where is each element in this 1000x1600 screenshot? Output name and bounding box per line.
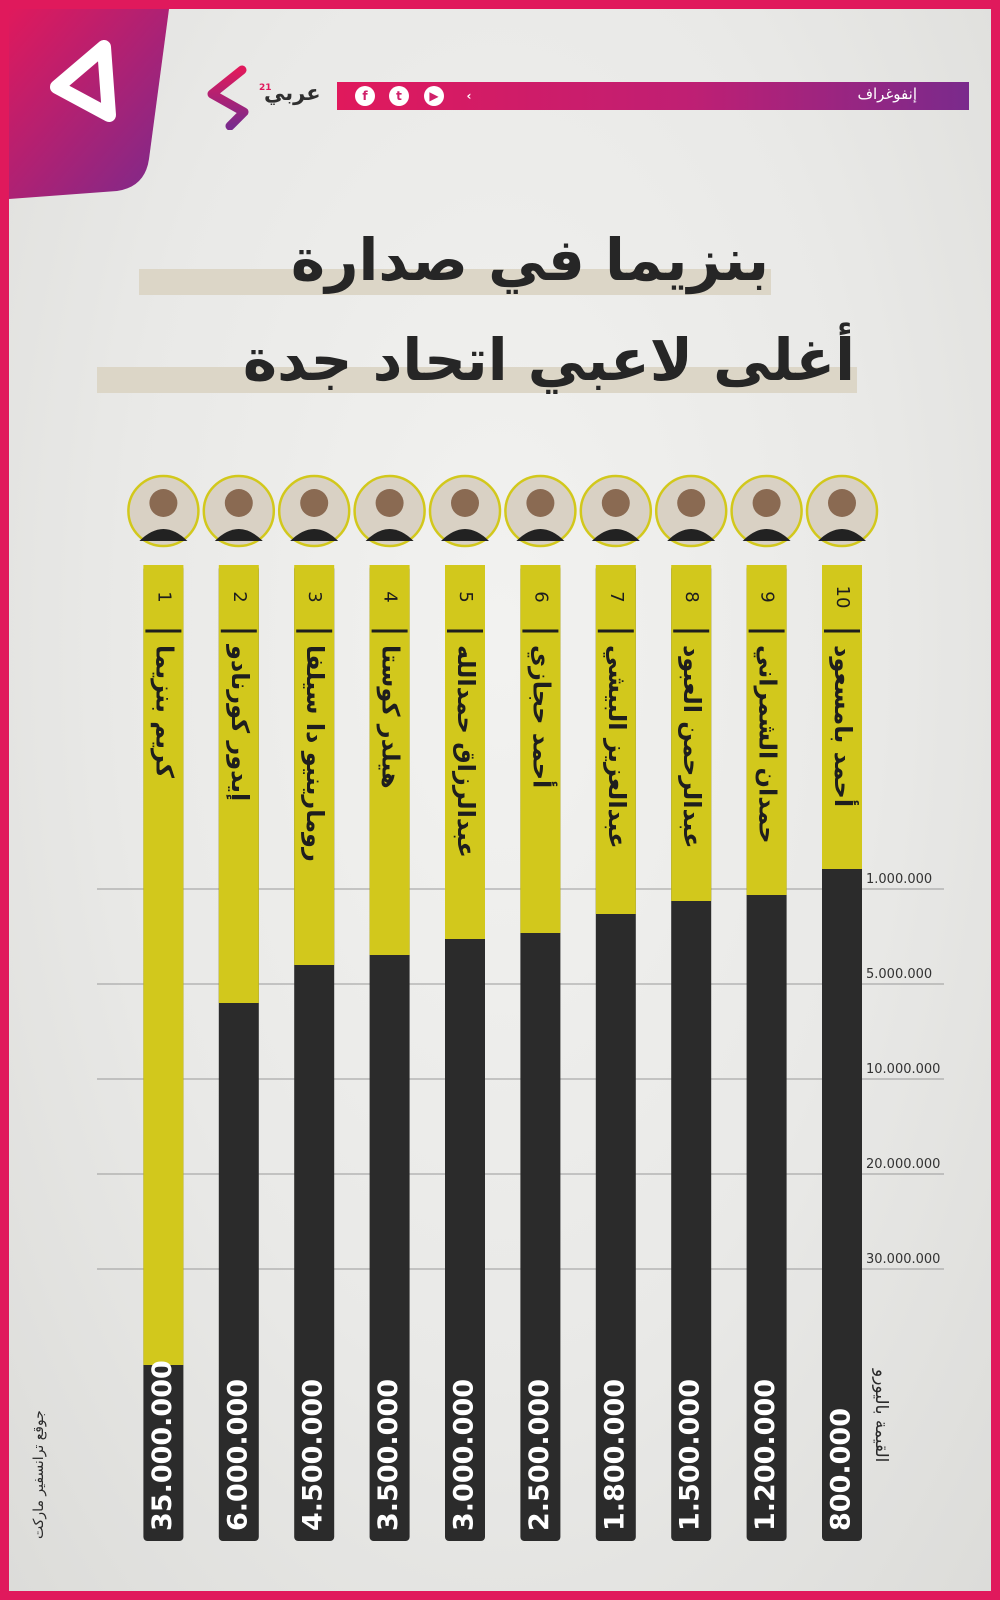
rank-label: 7	[606, 591, 627, 602]
bar-group: 9 حمدان الشمراني 1.200.000	[746, 565, 787, 1541]
avatar	[428, 474, 502, 548]
bar	[520, 565, 561, 933]
avatar	[504, 474, 577, 548]
bar-value-label: 3.500.000	[373, 1379, 404, 1531]
bar-value-label: 2.500.000	[524, 1379, 555, 1531]
bar-value-label: 3.000.000	[449, 1379, 480, 1531]
avatar	[353, 474, 426, 548]
bar	[671, 565, 712, 901]
rank-label: 3	[304, 591, 325, 602]
logo-text: عربي	[264, 81, 321, 105]
axis-tick-label: 30.000.000	[866, 1252, 940, 1267]
rank-label: 10	[832, 586, 853, 609]
unit-label: القيمة باليورو	[871, 1369, 891, 1463]
bar-category-label: عبدالرزاق حمدالله	[452, 645, 480, 858]
arabi21-logo-icon	[50, 40, 116, 122]
bar-group: 1 كريم بنزيما 35.000.000	[143, 565, 184, 1541]
arabi21-logo-icon	[207, 65, 249, 130]
bar-category-label: إيدور كورنادو	[226, 644, 254, 801]
avatar	[805, 474, 879, 548]
avatar	[654, 474, 728, 548]
rank-label: 5	[455, 591, 476, 602]
twitter-icon[interactable]: t	[389, 86, 409, 106]
bar-category-label: أحمد بامسعود	[829, 645, 859, 807]
bar-value-label: 1.200.000	[750, 1379, 781, 1531]
avatar	[730, 474, 803, 548]
bar-value-label: 6.000.000	[222, 1379, 253, 1531]
source-credit: جوقع ترانسفير ماركت	[31, 1410, 47, 1539]
bar-group: 6 أحمد حجازي 2.500.000	[520, 565, 561, 1541]
rank-label: 9	[757, 591, 778, 602]
rank-label: 6	[530, 591, 551, 602]
avatar	[127, 474, 200, 548]
title-highlight	[139, 269, 771, 295]
header-ribbon: f t ▶ ‹ إنفوغراف	[337, 82, 969, 110]
section-label: إنفوغراف	[857, 85, 917, 103]
arabi21-icon[interactable]: ‹	[466, 89, 472, 103]
avatar	[277, 474, 351, 548]
bar-chart: 1.000.000 5.000.000 10.000.000 20.000.000 30…	[97, 474, 944, 1541]
bar-group: 10 أحمد بامسعود 800.000	[822, 565, 862, 1541]
avatar	[579, 474, 653, 548]
bar	[218, 565, 259, 1003]
bar-category-label: حمدان الشمراني	[754, 645, 782, 844]
axis-tick-label: 20.000.000	[866, 1157, 940, 1172]
bar-value-label: 800.000	[826, 1408, 857, 1531]
brand-tab	[9, 9, 169, 199]
bar	[822, 565, 862, 869]
bar-group: 8 عبدالرحمن العبود 1.500.000	[671, 565, 712, 1541]
youtube-icon[interactable]: ▶	[424, 86, 444, 106]
rank-label: 1	[153, 591, 174, 602]
logo-superscript: 21	[259, 83, 272, 93]
bar	[595, 565, 636, 914]
bar-group: 7 عبدالعزيز البيشي 1.800.000	[595, 565, 636, 1541]
bar-value-label: 1.500.000	[675, 1379, 706, 1531]
bar-group: 5 عبدالرزاق حمدالله 3.000.000	[445, 565, 485, 1541]
avatar	[202, 474, 276, 548]
page-title-line1: بنزيما في صدارة	[290, 226, 769, 294]
bar-category-label: كريم بنزيما	[150, 645, 178, 778]
bar-value-label: 35.000.000	[147, 1360, 178, 1531]
axis-tick-label: 1.000.000	[866, 872, 932, 887]
bar	[143, 565, 184, 1365]
bar-group: 3 رومارينيو دا سيلفا 4.500.000	[294, 565, 335, 1541]
page-title-line2: أغلى لاعبي اتحاد جدة	[242, 326, 855, 394]
bar	[445, 565, 485, 939]
rank-label: 4	[380, 591, 401, 602]
axis-tick-label: 10.000.000	[866, 1062, 940, 1077]
bar-category-label: رومارينيو دا سيلفا	[301, 645, 329, 862]
bar-category-label: هيلدر كوستا	[377, 645, 405, 789]
bar-group: 4 هيلدر كوستا 3.500.000	[369, 565, 410, 1541]
bar-group: 2 إيدور كورنادو 6.000.000	[218, 565, 259, 1541]
bar-category-label: أحمد حجازي	[527, 645, 557, 788]
bar-category-label: عبدالعزيز البيشي	[603, 645, 631, 849]
rank-label: 2	[229, 591, 250, 602]
rank-label: 8	[681, 591, 702, 602]
title-highlight	[97, 367, 857, 393]
bar-category-label: عبدالرحمن العبود	[678, 645, 706, 849]
bar-value-label: 4.500.000	[298, 1379, 329, 1531]
bar-value-label: 1.800.000	[599, 1379, 630, 1531]
bar	[746, 565, 787, 895]
axis-tick-label: 5.000.000	[866, 967, 932, 982]
facebook-icon[interactable]: f	[355, 86, 375, 106]
